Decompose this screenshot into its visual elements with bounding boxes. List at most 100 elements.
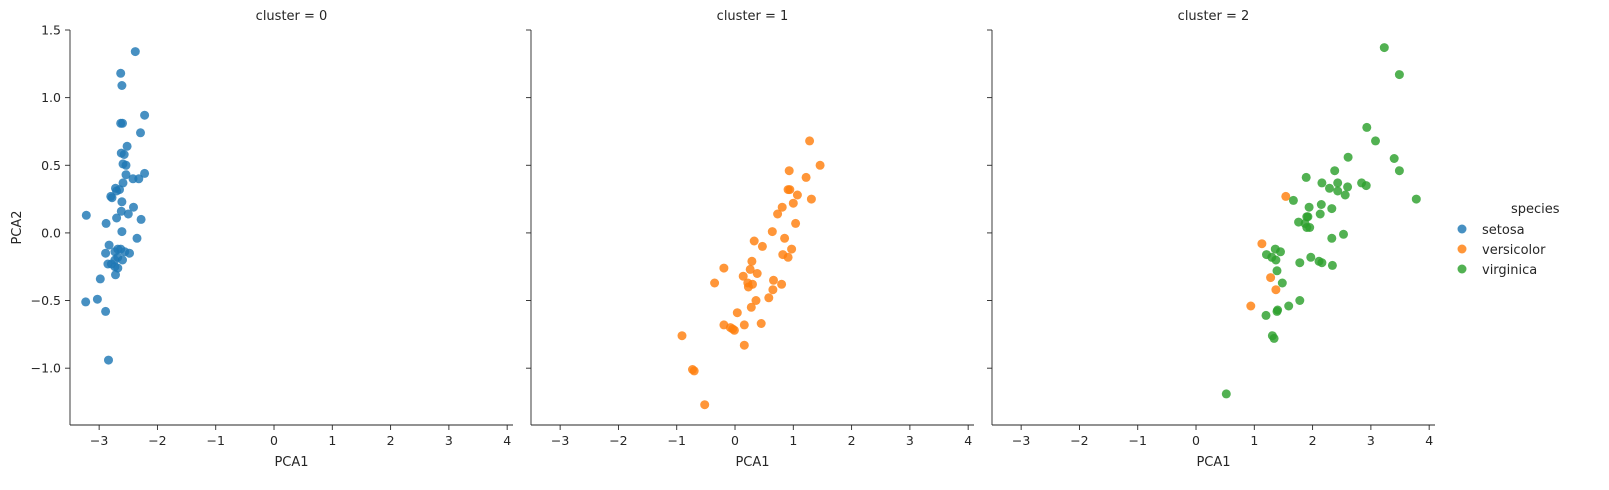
data-point-versicolor bbox=[757, 241, 767, 251]
data-point-versicolor bbox=[764, 293, 774, 303]
data-point-versicolor bbox=[767, 227, 777, 237]
data-point-virginica bbox=[1327, 260, 1337, 270]
data-point-setosa bbox=[121, 170, 131, 180]
y-tick-label: 0.5 bbox=[41, 158, 61, 173]
x-tick-label: 0 bbox=[270, 433, 278, 448]
data-point-versicolor bbox=[739, 340, 749, 350]
data-point-versicolor bbox=[729, 325, 739, 335]
data-point-setosa bbox=[118, 255, 127, 265]
x-tick-label: 4 bbox=[503, 433, 511, 448]
legend: species setosa versicolor virginica bbox=[1457, 202, 1560, 278]
data-point-virginica bbox=[1343, 152, 1353, 162]
y-tick-label: 1.0 bbox=[41, 90, 61, 105]
data-point-versicolor bbox=[746, 302, 756, 312]
data-point-virginica bbox=[1295, 258, 1305, 268]
data-point-virginica bbox=[1389, 154, 1399, 163]
data-point-setosa bbox=[134, 174, 144, 184]
data-point-versicolor bbox=[751, 296, 761, 305]
data-point-versicolor bbox=[738, 271, 748, 281]
data-point-setosa bbox=[136, 128, 145, 138]
x-tick-label: −2 bbox=[148, 433, 166, 448]
data-point-setosa bbox=[104, 355, 113, 365]
x-tick-label: 3 bbox=[445, 433, 453, 448]
data-point-versicolor bbox=[787, 244, 797, 254]
x-tick-label: 0 bbox=[1192, 433, 1200, 448]
data-point-setosa bbox=[140, 110, 150, 120]
x-tick-label: 2 bbox=[1309, 433, 1317, 448]
data-point-versicolor bbox=[783, 252, 793, 262]
x-tick-label: 2 bbox=[848, 433, 856, 448]
legend-label: setosa bbox=[1482, 223, 1525, 238]
data-point-virginica bbox=[1284, 301, 1294, 311]
x-tick-label: 3 bbox=[906, 433, 914, 448]
data-point-virginica bbox=[1306, 252, 1316, 262]
data-point-versicolor bbox=[749, 236, 759, 246]
data-point-setosa bbox=[118, 118, 127, 128]
data-point-virginica bbox=[1301, 172, 1311, 182]
data-point-virginica bbox=[1317, 178, 1327, 188]
data-point-versicolor bbox=[773, 209, 783, 219]
x-tick-label: 4 bbox=[964, 433, 972, 448]
data-point-virginica bbox=[1379, 43, 1389, 53]
data-point-versicolor bbox=[768, 285, 778, 295]
data-point-versicolor bbox=[739, 320, 749, 330]
data-point-setosa bbox=[116, 68, 126, 78]
x-axis-label: PCA1 bbox=[1196, 455, 1230, 470]
x-tick-label: 4 bbox=[1425, 433, 1433, 448]
data-point-versicolor bbox=[785, 185, 795, 195]
y-tick-label: 0.0 bbox=[41, 225, 61, 240]
data-point-versicolor bbox=[700, 400, 710, 410]
x-tick-label: 3 bbox=[1367, 433, 1375, 448]
x-tick-label: −3 bbox=[1012, 433, 1030, 448]
data-point-virginica bbox=[1305, 223, 1315, 232]
data-point-versicolor bbox=[1246, 301, 1256, 311]
data-point-virginica bbox=[1295, 296, 1305, 305]
panel-title: cluster = 0 bbox=[256, 9, 328, 24]
x-tick-label: −1 bbox=[668, 433, 686, 448]
data-point-setosa bbox=[107, 193, 117, 203]
data-point-setosa bbox=[125, 248, 134, 258]
data-point-virginica bbox=[1272, 306, 1282, 316]
data-point-virginica bbox=[1327, 233, 1337, 243]
x-axis-label: PCA1 bbox=[274, 455, 308, 470]
y-tick-label: −0.5 bbox=[31, 293, 61, 308]
x-tick-label: 0 bbox=[731, 433, 739, 448]
data-point-virginica bbox=[1272, 266, 1282, 276]
y-axis-label: PCA2 bbox=[10, 210, 25, 244]
data-point-virginica bbox=[1316, 200, 1326, 209]
data-point-setosa bbox=[130, 47, 140, 57]
data-point-versicolor bbox=[777, 202, 787, 212]
data-point-virginica bbox=[1271, 255, 1281, 265]
x-tick-label: −3 bbox=[90, 433, 108, 448]
data-point-setosa bbox=[117, 197, 127, 207]
data-point-versicolor bbox=[743, 282, 753, 292]
data-point-setosa bbox=[117, 227, 127, 237]
data-point-versicolor bbox=[756, 319, 766, 328]
x-tick-label: −2 bbox=[1070, 433, 1088, 448]
data-point-virginica bbox=[1333, 186, 1343, 196]
data-point-versicolor bbox=[791, 218, 801, 228]
x-tick-label: 2 bbox=[387, 433, 395, 448]
data-point-versicolor bbox=[769, 275, 778, 285]
legend-marker bbox=[1457, 224, 1467, 234]
data-point-versicolor bbox=[1257, 239, 1267, 249]
data-point-setosa bbox=[123, 209, 133, 219]
legend-item-setosa: setosa bbox=[1457, 223, 1525, 238]
data-point-virginica bbox=[1340, 190, 1350, 200]
data-point-versicolor bbox=[747, 256, 757, 266]
data-point-versicolor bbox=[732, 308, 742, 318]
data-point-versicolor bbox=[689, 366, 699, 376]
data-point-versicolor bbox=[752, 269, 762, 278]
data-point-versicolor bbox=[801, 172, 811, 182]
data-point-versicolor bbox=[815, 160, 825, 170]
data-point-virginica bbox=[1304, 202, 1314, 212]
facet-panel-1: cluster = 1 −3 −2 −1 0 1 2 3 4 PCA1 bbox=[526, 9, 974, 470]
data-point-setosa bbox=[129, 202, 138, 212]
data-point-setosa bbox=[81, 297, 91, 307]
data-point-versicolor bbox=[777, 279, 787, 289]
data-point-versicolor bbox=[719, 263, 729, 273]
facet-panel-2: cluster = 2 −3 −2 −1 0 1 2 3 4 PCA1 bbox=[987, 9, 1435, 470]
data-point-versicolor bbox=[805, 136, 815, 146]
panel-title: cluster = 1 bbox=[717, 9, 789, 24]
data-point-setosa bbox=[121, 160, 131, 170]
